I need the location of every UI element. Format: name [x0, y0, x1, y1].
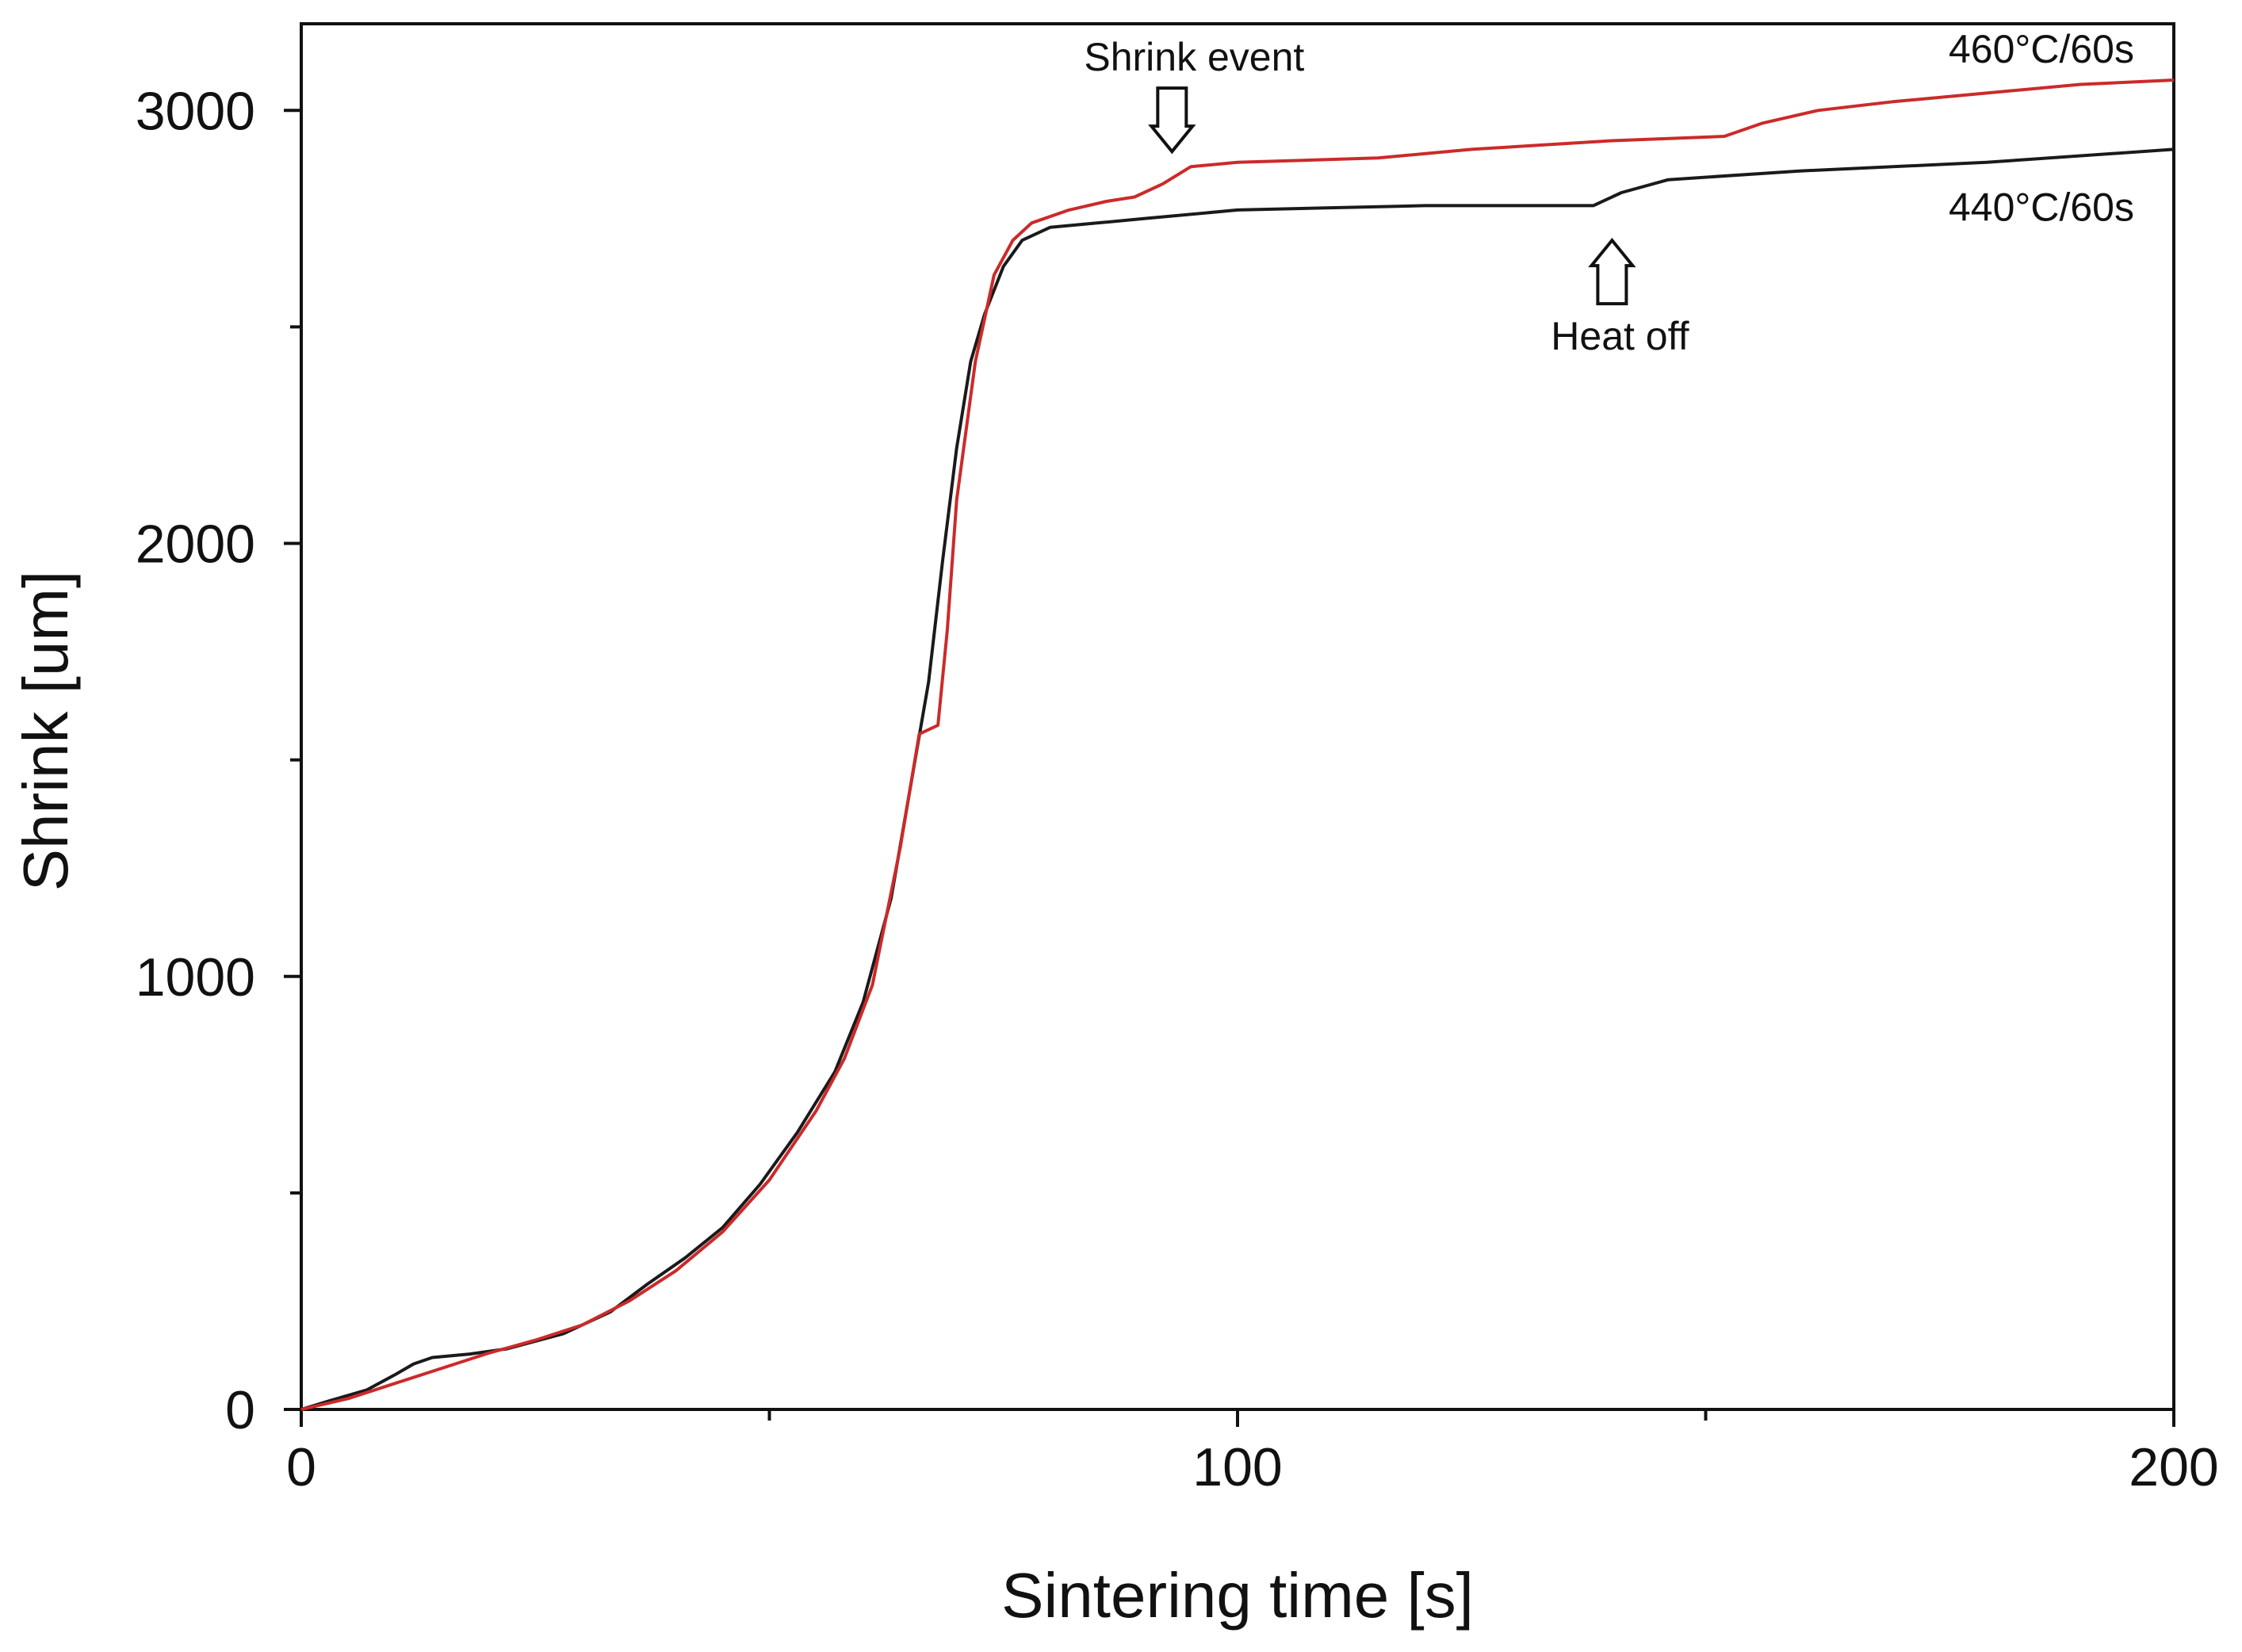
y-tick-label: 3000 [136, 81, 255, 141]
annotation-label: Shrink event [1084, 35, 1304, 79]
x-tick-label: 0 [286, 1437, 316, 1497]
series-label: 460°C/60s [1949, 27, 2134, 71]
y-tick-label: 0 [225, 1380, 255, 1440]
x-tick-label: 200 [2129, 1437, 2218, 1497]
arrow-down-icon [1148, 86, 1196, 155]
x-tick-label: 100 [1192, 1437, 1282, 1497]
arrow-up-icon [1588, 237, 1636, 306]
series-line-460c [300, 78, 2175, 1411]
y-tick-label: 1000 [136, 947, 255, 1008]
y-tick-label: 2000 [136, 514, 255, 575]
y-axis-title: Shrink [um] [10, 571, 81, 892]
series-label: 440°C/60s [1949, 185, 2134, 229]
x-axis-title: Sintering time [s] [1001, 1560, 1474, 1631]
annotation-label: Heat off [1551, 314, 1689, 358]
